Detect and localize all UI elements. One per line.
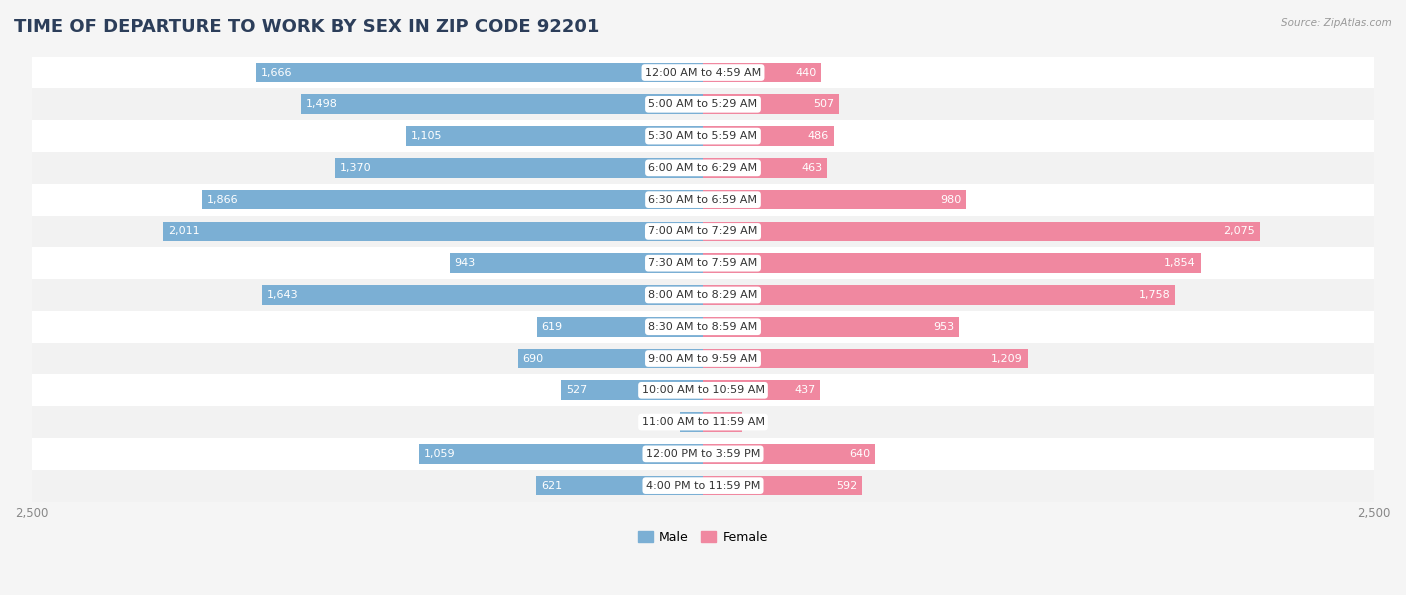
Bar [703,95,839,114]
Text: 1,370: 1,370 [340,163,371,173]
Text: 6:30 AM to 6:59 AM: 6:30 AM to 6:59 AM [648,195,758,205]
Text: 527: 527 [567,386,588,395]
Bar [32,184,1374,215]
Bar [256,62,703,82]
Text: 1,209: 1,209 [991,353,1022,364]
Text: 690: 690 [523,353,544,364]
Text: 640: 640 [849,449,870,459]
Text: 507: 507 [813,99,834,109]
Text: 6:00 AM to 6:29 AM: 6:00 AM to 6:29 AM [648,163,758,173]
Bar [703,285,1175,305]
Bar [32,311,1374,343]
Bar [202,190,703,209]
Text: 1,666: 1,666 [260,68,292,77]
Text: 8:30 AM to 8:59 AM: 8:30 AM to 8:59 AM [648,322,758,332]
Bar [703,317,959,337]
Bar [32,279,1374,311]
Bar [703,62,821,82]
Bar [32,469,1374,502]
Text: 5:00 AM to 5:29 AM: 5:00 AM to 5:29 AM [648,99,758,109]
Text: 1,866: 1,866 [207,195,239,205]
Text: 2,075: 2,075 [1223,227,1256,236]
Bar [32,374,1374,406]
Bar [450,253,703,273]
Text: Source: ZipAtlas.com: Source: ZipAtlas.com [1281,18,1392,28]
Text: 1,758: 1,758 [1139,290,1170,300]
Bar [703,412,742,432]
Bar [703,253,1201,273]
Text: 85: 85 [664,417,678,427]
Text: 10:00 AM to 10:59 AM: 10:00 AM to 10:59 AM [641,386,765,395]
Text: 7:00 AM to 7:29 AM: 7:00 AM to 7:29 AM [648,227,758,236]
Bar [703,380,820,400]
Bar [163,221,703,241]
Text: 9:00 AM to 9:59 AM: 9:00 AM to 9:59 AM [648,353,758,364]
Text: 1,643: 1,643 [267,290,298,300]
Bar [703,476,862,496]
Bar [703,349,1028,368]
Text: 4:00 PM to 11:59 PM: 4:00 PM to 11:59 PM [645,481,761,491]
Text: 463: 463 [801,163,823,173]
Bar [32,406,1374,438]
Text: 147: 147 [745,417,766,427]
Text: 592: 592 [837,481,858,491]
Bar [32,248,1374,279]
Bar [32,215,1374,248]
Bar [517,349,703,368]
Text: 12:00 AM to 4:59 AM: 12:00 AM to 4:59 AM [645,68,761,77]
Text: 440: 440 [794,68,817,77]
Text: 5:30 AM to 5:59 AM: 5:30 AM to 5:59 AM [648,131,758,141]
Bar [335,158,703,178]
Bar [703,190,966,209]
Text: 1,498: 1,498 [305,99,337,109]
Bar [301,95,703,114]
Text: 11:00 AM to 11:59 AM: 11:00 AM to 11:59 AM [641,417,765,427]
Bar [32,438,1374,469]
Bar [703,158,827,178]
Text: 8:00 AM to 8:29 AM: 8:00 AM to 8:29 AM [648,290,758,300]
Text: 7:30 AM to 7:59 AM: 7:30 AM to 7:59 AM [648,258,758,268]
Text: 619: 619 [541,322,562,332]
Text: TIME OF DEPARTURE TO WORK BY SEX IN ZIP CODE 92201: TIME OF DEPARTURE TO WORK BY SEX IN ZIP … [14,18,599,36]
Bar [32,152,1374,184]
Bar [703,444,875,464]
Text: 486: 486 [807,131,828,141]
Text: 621: 621 [541,481,562,491]
Text: 1,059: 1,059 [423,449,456,459]
Bar [32,89,1374,120]
Bar [537,317,703,337]
Bar [703,126,834,146]
Bar [32,57,1374,89]
Text: 1,854: 1,854 [1164,258,1197,268]
Text: 943: 943 [454,258,475,268]
Bar [32,120,1374,152]
Bar [32,343,1374,374]
Text: 953: 953 [934,322,955,332]
Bar [561,380,703,400]
Bar [406,126,703,146]
Bar [419,444,703,464]
Bar [536,476,703,496]
Legend: Male, Female: Male, Female [633,525,773,549]
Text: 12:00 PM to 3:59 PM: 12:00 PM to 3:59 PM [645,449,761,459]
Text: 1,105: 1,105 [411,131,443,141]
Bar [703,221,1260,241]
Text: 437: 437 [794,386,815,395]
Bar [681,412,703,432]
Text: 980: 980 [941,195,962,205]
Bar [262,285,703,305]
Text: 2,011: 2,011 [167,227,200,236]
